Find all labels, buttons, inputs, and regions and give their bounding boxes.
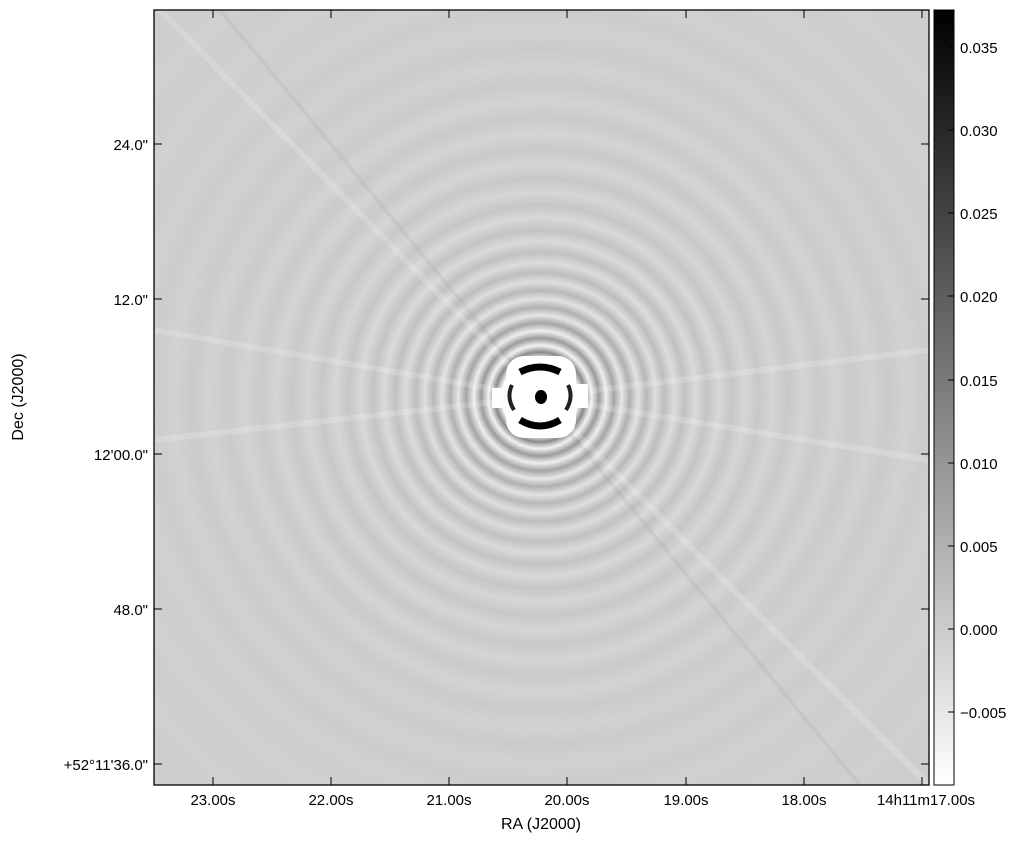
y-axis: 24.0" 12.0" 12'00.0" 48.0" +52°11'36.0" … [10,137,929,774]
x-axis-label: RA (J2000) [501,816,581,833]
colorbar-tick-label: 0.020 [960,289,998,306]
y-tick-label: 24.0" [113,137,148,154]
x-tick-label: 21.00s [426,792,471,809]
colorbar-tick-label: 0.005 [960,539,998,556]
sky-image [154,10,929,785]
y-axis-label: Dec (J2000) [10,353,27,440]
x-tick-label: 23.00s [190,792,235,809]
colorbar-tick-label: −0.005 [960,705,1006,722]
x-tick-label: 22.00s [308,792,353,809]
x-tick-label: 19.00s [663,792,708,809]
y-tick-label: 48.0" [113,602,148,619]
colorbar-tick-label: 0.000 [960,622,998,639]
y-tick-label: 12'00.0" [94,447,148,464]
colorbar-tick-label: 0.015 [960,373,998,390]
central-source [492,356,588,438]
colorbar-tick-label: 0.010 [960,456,998,473]
x-tick-label: 18.00s [781,792,826,809]
colorbar-tick-label: 0.025 [960,206,998,223]
colorbar-tick-label: 0.030 [960,123,998,140]
colorbar-tick-label: 0.035 [960,40,998,57]
y-tick-label: +52°11'36.0" [64,757,148,774]
x-tick-label: 20.00s [544,792,589,809]
x-axis: 23.00s 22.00s 21.00s 20.00s 19.00s 18.00… [190,10,975,833]
colorbar: 0.035 0.030 0.025 0.020 0.015 0.010 0.00… [933,9,1006,786]
plot-frame [153,9,930,786]
y-tick-label: 12.0" [113,292,148,309]
x-tick-label: 14h11m17.00s [877,792,975,809]
